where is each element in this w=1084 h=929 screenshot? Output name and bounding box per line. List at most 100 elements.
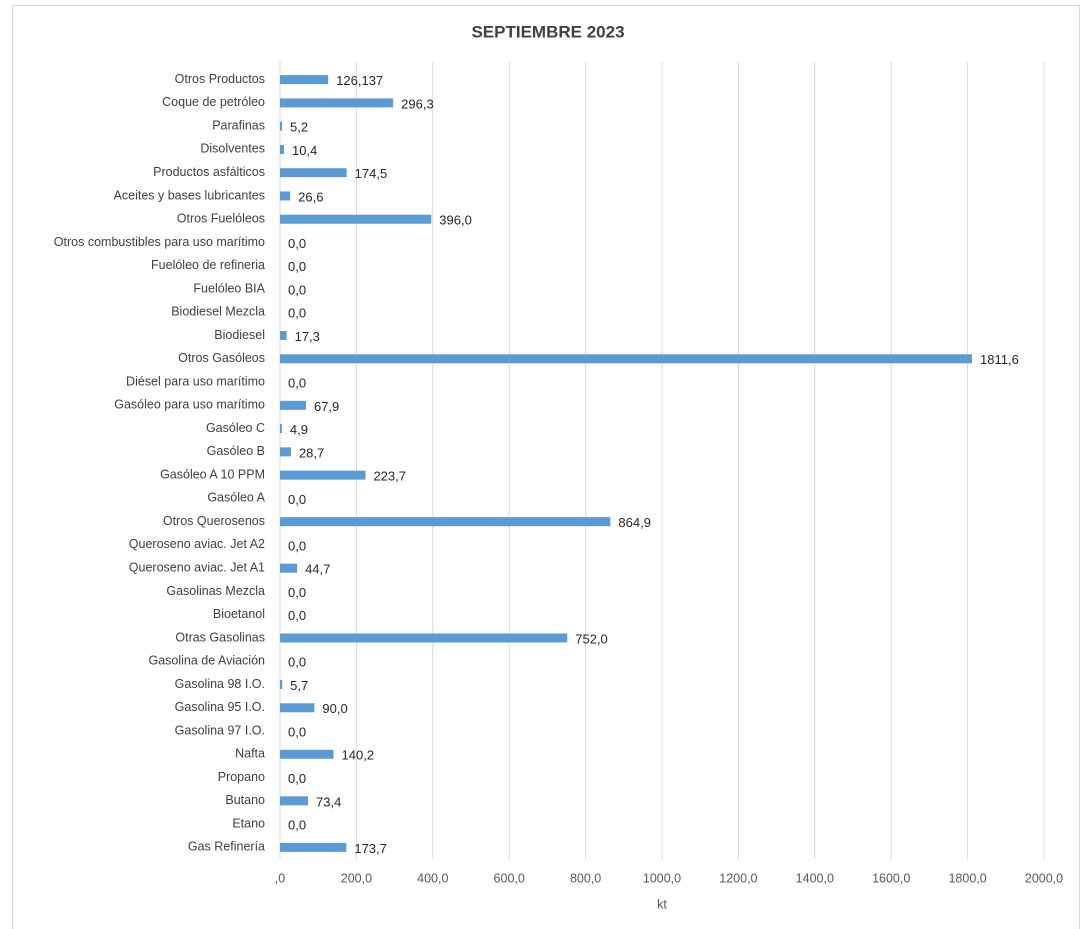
bar bbox=[280, 842, 347, 852]
bar bbox=[280, 703, 315, 713]
chart-title: SEPTIEMBRE 2023 bbox=[471, 22, 624, 41]
x-tick-label: ,0 bbox=[275, 871, 285, 885]
y-tick-label: Coque de petróleo bbox=[162, 95, 265, 109]
y-tick-label: Gasóleo C bbox=[206, 421, 265, 435]
bar bbox=[280, 563, 298, 573]
value-label: 864,9 bbox=[618, 515, 651, 530]
value-label: 173,7 bbox=[354, 841, 387, 856]
value-label: 0,0 bbox=[288, 608, 306, 623]
bar bbox=[280, 796, 309, 806]
value-label: 296,3 bbox=[401, 96, 434, 111]
value-label: 67,9 bbox=[314, 399, 339, 414]
value-label: 174,5 bbox=[355, 166, 388, 181]
y-tick-label: Gasolina 97 I.O. bbox=[175, 723, 265, 737]
bar bbox=[280, 633, 568, 643]
x-tick-label: 2000,0 bbox=[1025, 871, 1063, 885]
value-label: 0,0 bbox=[288, 236, 306, 251]
value-label: 0,0 bbox=[288, 259, 306, 274]
value-label: 0,0 bbox=[288, 306, 306, 321]
value-label: 26,6 bbox=[298, 189, 323, 204]
value-label: 5,7 bbox=[290, 678, 308, 693]
value-label: 4,9 bbox=[290, 422, 308, 437]
y-tick-label: Nafta bbox=[235, 747, 265, 761]
bar bbox=[280, 191, 291, 201]
bar bbox=[280, 144, 284, 154]
bar bbox=[280, 168, 347, 178]
value-label: 752,0 bbox=[575, 631, 608, 646]
bar bbox=[280, 214, 432, 224]
bar bbox=[280, 331, 287, 341]
value-label: 0,0 bbox=[288, 771, 306, 786]
value-label: 17,3 bbox=[295, 329, 320, 344]
value-label: 73,4 bbox=[316, 794, 341, 809]
x-tick-label: 1400,0 bbox=[796, 871, 834, 885]
bar bbox=[280, 749, 334, 759]
y-tick-label: Gasolina de Aviación bbox=[148, 654, 265, 668]
value-label: 10,4 bbox=[292, 143, 317, 158]
value-label: 126,137 bbox=[336, 73, 383, 88]
value-label: 44,7 bbox=[305, 562, 330, 577]
value-label: 1811,6 bbox=[980, 352, 1019, 367]
y-tick-label: Gasóleo A 10 PPM bbox=[160, 467, 265, 481]
value-label: 0,0 bbox=[288, 492, 306, 507]
y-tick-label: Gasolina 95 I.O. bbox=[175, 700, 265, 714]
y-tick-label: Aceites y bases lubricantes bbox=[114, 188, 265, 202]
y-tick-label: Etano bbox=[232, 816, 265, 830]
y-tick-label: Gas Refinería bbox=[188, 840, 265, 854]
bar bbox=[280, 354, 973, 364]
x-axis-label: kt bbox=[657, 897, 667, 911]
y-tick-label: Gasolina 98 I.O. bbox=[175, 677, 265, 691]
value-label: 396,0 bbox=[439, 213, 472, 228]
x-tick-label: 200,0 bbox=[341, 871, 372, 885]
y-tick-label: Biodiesel Mezcla bbox=[171, 305, 265, 319]
value-label: 140,2 bbox=[342, 748, 375, 763]
x-tick-label: 1200,0 bbox=[719, 871, 757, 885]
x-tick-label: 400,0 bbox=[417, 871, 448, 885]
y-tick-label: Otros Querosenos bbox=[163, 514, 265, 528]
y-tick-label: Diésel para uso marítimo bbox=[126, 374, 265, 388]
y-tick-label: Queroseno aviac. Jet A2 bbox=[129, 537, 265, 551]
y-tick-label: Otros Productos bbox=[175, 72, 265, 86]
y-tick-label: Butano bbox=[225, 793, 265, 807]
value-label: 0,0 bbox=[288, 538, 306, 553]
value-label: 5,2 bbox=[290, 120, 308, 135]
y-tick-label: Gasóleo B bbox=[207, 444, 265, 458]
bar bbox=[280, 447, 291, 457]
bar bbox=[280, 517, 611, 527]
bar bbox=[280, 680, 283, 690]
bar bbox=[280, 121, 282, 131]
y-tick-label: Otros Gasóleos bbox=[178, 351, 265, 365]
x-tick-label: 600,0 bbox=[494, 871, 525, 885]
value-label: 0,0 bbox=[288, 655, 306, 670]
y-tick-label: Gasóleo A bbox=[207, 491, 265, 505]
chart-border bbox=[12, 5, 1080, 929]
bar bbox=[280, 470, 366, 480]
x-tick-label: 1800,0 bbox=[948, 871, 986, 885]
value-label: 90,0 bbox=[322, 701, 347, 716]
y-tick-label: Disolventes bbox=[200, 142, 265, 156]
y-tick-label: Parafinas bbox=[212, 118, 265, 132]
y-tick-label: Propano bbox=[218, 770, 265, 784]
bar bbox=[280, 98, 394, 108]
y-tick-label: Otras Gasolinas bbox=[175, 630, 265, 644]
y-tick-label: Bioetanol bbox=[213, 607, 265, 621]
value-label: 0,0 bbox=[288, 818, 306, 833]
x-tick-label: 1600,0 bbox=[872, 871, 910, 885]
y-tick-label: Fuelóleo BIA bbox=[193, 281, 265, 295]
y-tick-label: Gasolinas Mezcla bbox=[166, 584, 265, 598]
bar bbox=[280, 424, 282, 434]
value-label: 223,7 bbox=[373, 469, 406, 484]
value-label: 0,0 bbox=[288, 282, 306, 297]
x-tick-label: 1000,0 bbox=[643, 871, 681, 885]
bar bbox=[280, 400, 306, 410]
bar bbox=[280, 75, 329, 85]
value-label: 0,0 bbox=[288, 376, 306, 391]
y-tick-label: Biodiesel bbox=[214, 328, 265, 342]
x-tick-label: 800,0 bbox=[570, 871, 601, 885]
value-label: 0,0 bbox=[288, 585, 306, 600]
y-tick-label: Gasóleo para uso marítimo bbox=[114, 398, 265, 412]
y-tick-label: Otros combustibles para uso marítimo bbox=[54, 235, 265, 249]
y-tick-label: Queroseno aviac. Jet A1 bbox=[129, 560, 265, 574]
y-tick-label: Productos asfálticos bbox=[153, 165, 265, 179]
